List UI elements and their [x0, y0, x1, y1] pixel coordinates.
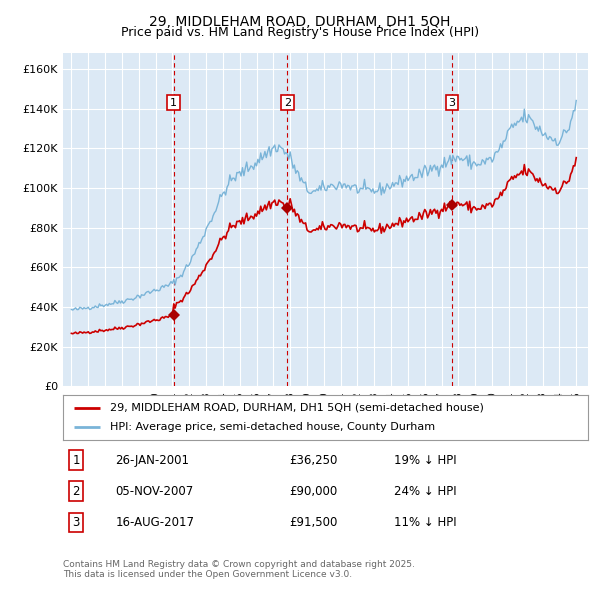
Text: 3: 3 — [73, 516, 80, 529]
Text: Price paid vs. HM Land Registry's House Price Index (HPI): Price paid vs. HM Land Registry's House … — [121, 26, 479, 39]
Text: 05-NOV-2007: 05-NOV-2007 — [115, 484, 194, 498]
Text: 2: 2 — [73, 484, 80, 498]
Text: HPI: Average price, semi-detached house, County Durham: HPI: Average price, semi-detached house,… — [110, 422, 436, 432]
Text: 11% ↓ HPI: 11% ↓ HPI — [394, 516, 457, 529]
Text: 16-AUG-2017: 16-AUG-2017 — [115, 516, 194, 529]
Text: 3: 3 — [449, 98, 455, 108]
Text: £91,500: £91,500 — [289, 516, 337, 529]
Text: £90,000: £90,000 — [289, 484, 337, 498]
Text: 19% ↓ HPI: 19% ↓ HPI — [394, 454, 457, 467]
Text: 2: 2 — [284, 98, 291, 108]
Text: 29, MIDDLEHAM ROAD, DURHAM, DH1 5QH (semi-detached house): 29, MIDDLEHAM ROAD, DURHAM, DH1 5QH (sem… — [110, 403, 484, 412]
Text: 1: 1 — [170, 98, 177, 108]
Text: 29, MIDDLEHAM ROAD, DURHAM, DH1 5QH: 29, MIDDLEHAM ROAD, DURHAM, DH1 5QH — [149, 15, 451, 29]
Text: Contains HM Land Registry data © Crown copyright and database right 2025.
This d: Contains HM Land Registry data © Crown c… — [63, 560, 415, 579]
Text: £36,250: £36,250 — [289, 454, 337, 467]
Text: 1: 1 — [73, 454, 80, 467]
Text: 24% ↓ HPI: 24% ↓ HPI — [394, 484, 457, 498]
Text: 26-JAN-2001: 26-JAN-2001 — [115, 454, 190, 467]
